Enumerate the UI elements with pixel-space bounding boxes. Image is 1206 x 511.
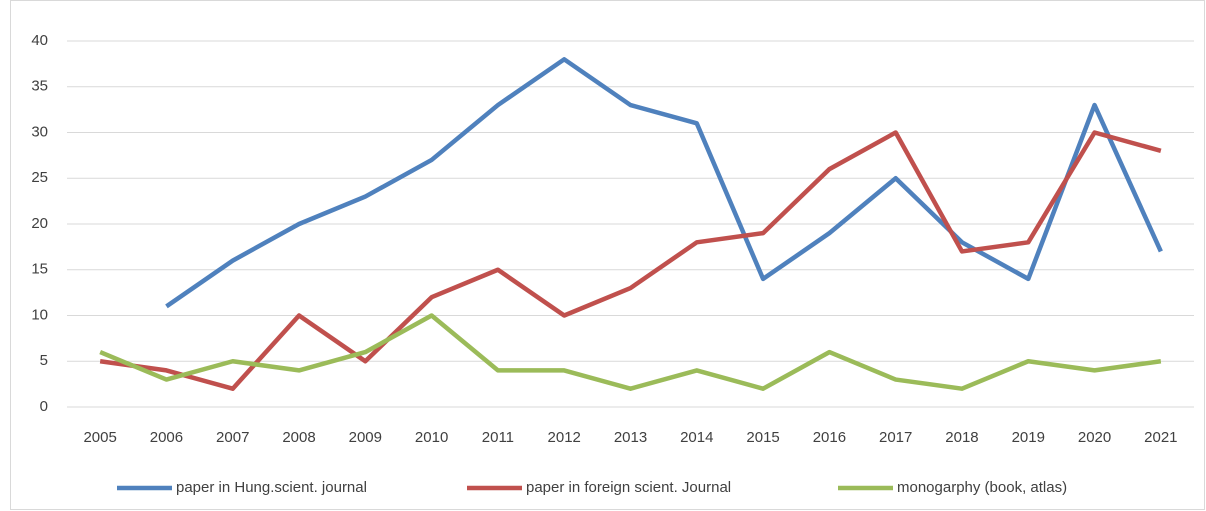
y-tick-label: 15 [31, 261, 48, 278]
x-tick-label: 2010 [415, 429, 448, 446]
x-tick-label: 2005 [83, 429, 116, 446]
x-tick-label: 2017 [879, 429, 912, 446]
x-tick-label: 2015 [746, 429, 779, 446]
y-tick-label: 30 [31, 123, 48, 140]
y-tick-label: 0 [40, 398, 48, 415]
y-tick-label: 20 [31, 215, 48, 232]
y-tick-label: 10 [31, 306, 48, 323]
x-tick-label: 2021 [1144, 429, 1177, 446]
legend-label: paper in foreign scient. Journal [526, 479, 731, 496]
y-tick-label: 40 [31, 32, 48, 49]
x-tick-label: 2012 [548, 429, 581, 446]
x-tick-label: 2020 [1078, 429, 1111, 446]
chart-border [10, 0, 1205, 510]
x-tick-label: 2006 [150, 429, 183, 446]
x-tick-label: 2019 [1012, 429, 1045, 446]
x-tick-label: 2008 [282, 429, 315, 446]
y-tick-label: 35 [31, 78, 48, 95]
series-line [99, 130, 1162, 391]
x-tick-label: 2013 [614, 429, 647, 446]
y-tick-label: 25 [31, 169, 48, 186]
x-tick-label: 2018 [945, 429, 978, 446]
series-line [99, 313, 1162, 391]
legend-label: monogarphy (book, atlas) [897, 479, 1067, 496]
legend-label: paper in Hung.scient. journal [176, 479, 367, 496]
y-tick-label: 5 [40, 352, 48, 369]
x-tick-label: 2014 [680, 429, 713, 446]
x-tick-label: 2009 [349, 429, 382, 446]
series-line [165, 57, 1163, 309]
x-tick-label: 2011 [482, 429, 514, 446]
x-tick-label: 2007 [216, 429, 249, 446]
x-tick-label: 2016 [813, 429, 846, 446]
